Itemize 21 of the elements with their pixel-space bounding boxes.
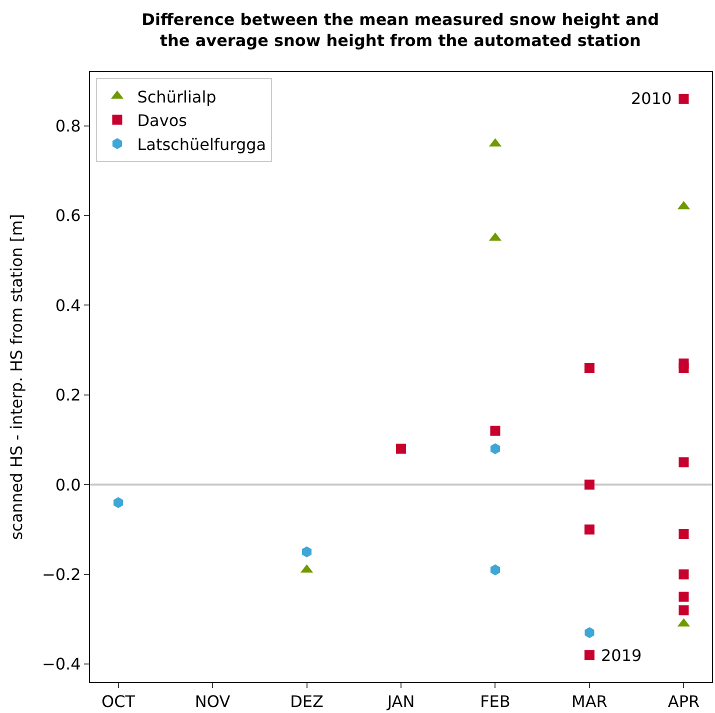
- y-tick-label: −0.4: [42, 654, 81, 674]
- y-tick-label: −0.2: [42, 564, 81, 584]
- y-tick-label: 0.0: [55, 475, 81, 494]
- annotation: 2010: [631, 89, 672, 108]
- x-tick-label: APR: [668, 692, 700, 712]
- y-tick-label: 0.8: [55, 116, 81, 136]
- chart-title: Difference between the mean measured snow height and the average snow height from the automated station: [142, 10, 660, 50]
- y-tick-label: 0.2: [55, 386, 81, 405]
- x-tick-label: NOV: [194, 692, 230, 712]
- y-axis-title: scanned HS - interp. HS from station [m]: [6, 214, 26, 540]
- x-tick-label: DEZ: [290, 692, 324, 712]
- legend-label: Davos: [137, 111, 187, 130]
- y-tick-label: 0.4: [55, 296, 81, 315]
- x-tick-label: FEB: [480, 692, 510, 712]
- x-tick-label: JAN: [386, 692, 415, 712]
- legend-label: Latschüelfurgga: [137, 134, 266, 154]
- x-tick-label: MAR: [572, 692, 608, 712]
- y-tick-label: 0.6: [55, 206, 81, 226]
- annotation: 2019: [601, 646, 642, 665]
- legend-label: Schürlialp: [137, 87, 216, 106]
- x-tick-label: OCT: [101, 692, 136, 712]
